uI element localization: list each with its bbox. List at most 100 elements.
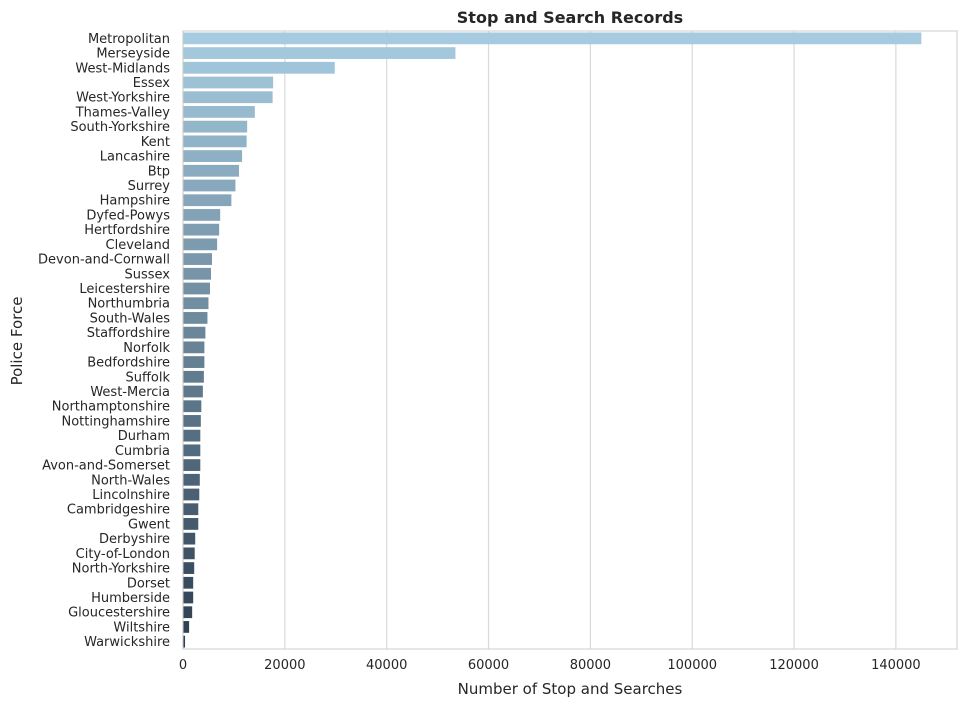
- x-tick-label: 80000: [570, 658, 611, 673]
- bar: [183, 591, 194, 604]
- bar: [183, 562, 195, 574]
- y-tick-label: Warwickshire: [84, 635, 170, 650]
- chart-title: Stop and Search Records: [457, 8, 683, 27]
- bar: [183, 473, 200, 486]
- y-tick-label: Dyfed-Powys: [86, 208, 170, 223]
- y-tick-label: West-Mercia: [90, 385, 170, 400]
- y-tick-label: Gwent: [128, 517, 170, 532]
- bar: [183, 415, 201, 427]
- bar: [183, 150, 243, 162]
- bar: [183, 91, 273, 104]
- bar: [183, 223, 220, 236]
- x-tick-label: 40000: [366, 658, 407, 673]
- bar: [183, 32, 922, 45]
- y-tick-label: Hertfordshire: [84, 223, 170, 238]
- y-tick-label: Northamptonshire: [52, 400, 170, 415]
- bar: [183, 488, 200, 501]
- bars: [183, 32, 922, 648]
- bar: [183, 341, 205, 354]
- y-tick-label: Sussex: [125, 267, 171, 282]
- y-tick-label: Bedfordshire: [87, 356, 170, 371]
- bar: [183, 76, 274, 89]
- y-tick-label: Cumbria: [115, 444, 170, 459]
- y-tick-label: West-Yorkshire: [76, 91, 170, 106]
- y-tick-label: Lincolnshire: [92, 488, 170, 503]
- bar: [183, 164, 240, 177]
- bar: [183, 267, 212, 280]
- y-tick-label: Kent: [141, 135, 170, 150]
- y-tick-label: Devon-and-Cornwall: [38, 253, 170, 268]
- y-tick-label: City-of-London: [76, 547, 170, 562]
- bar: [183, 297, 209, 310]
- y-tick-label: Dorset: [127, 576, 170, 591]
- y-tick-label: Avon-and-Somerset: [42, 459, 170, 474]
- y-tick-label: Lancashire: [100, 150, 170, 165]
- x-tick-label: 140000: [871, 658, 921, 673]
- y-tick-label: Staffordshire: [87, 326, 170, 341]
- bar: [183, 253, 213, 265]
- bar: [183, 444, 201, 457]
- bar: [183, 282, 210, 295]
- y-tick-label: West-Midlands: [75, 61, 170, 76]
- y-tick-label: Leicestershire: [79, 282, 170, 297]
- y-axis-label: Police Force: [8, 297, 26, 386]
- bar: [183, 194, 232, 207]
- y-tick-label: Cambridgeshire: [67, 503, 170, 518]
- bar: [183, 179, 236, 192]
- y-tick-label: Suffolk: [125, 370, 170, 385]
- bar: [183, 326, 206, 339]
- y-tick-label: Gloucestershire: [68, 606, 170, 621]
- x-tick-label: 60000: [468, 658, 509, 673]
- bar: [183, 459, 201, 471]
- x-tick-labels: 0 20000 40000 60000 80000 100000 120000 140000: [179, 658, 921, 673]
- y-tick-label: Derbyshire: [99, 532, 170, 547]
- bar: [183, 356, 205, 368]
- bar: [183, 135, 247, 148]
- grid-lines: [182, 31, 897, 649]
- y-tick-label: Humberside: [91, 591, 170, 606]
- plot-frame: [182, 30, 958, 650]
- y-tick-label: Surrey: [128, 179, 171, 194]
- x-tick-label: 0: [179, 658, 187, 673]
- bar: [183, 503, 199, 516]
- x-tick-label: 100000: [667, 658, 717, 673]
- bar: [183, 576, 194, 589]
- y-tick-label: North-Yorkshire: [72, 562, 170, 577]
- y-tick-label: North-Wales: [91, 473, 170, 488]
- bar: [183, 106, 255, 118]
- bar: [183, 635, 186, 648]
- y-tick-label: South-Wales: [90, 311, 171, 326]
- y-tick-label: Durham: [118, 429, 170, 444]
- bar: [183, 518, 199, 530]
- bar: [183, 370, 204, 383]
- y-tick-label: South-Yorkshire: [70, 120, 170, 135]
- y-tick-label: Norfolk: [123, 341, 170, 356]
- bar: [183, 209, 221, 221]
- bar: [183, 429, 201, 442]
- bar: [183, 532, 196, 545]
- x-tick-label: 120000: [769, 658, 819, 673]
- y-tick-labels: MetropolitanMerseysideWest-MidlandsEssex…: [38, 32, 170, 650]
- y-tick-label: Metropolitan: [88, 32, 170, 47]
- bar: [183, 547, 195, 560]
- y-tick-label: Merseyside: [96, 47, 170, 62]
- bar: [183, 385, 203, 398]
- y-tick-label: Nottinghamshire: [61, 414, 170, 429]
- bar: [183, 400, 202, 413]
- bar: [183, 606, 193, 619]
- bar: [183, 312, 208, 324]
- y-tick-label: Hampshire: [100, 194, 170, 209]
- y-tick-label: Essex: [133, 76, 171, 91]
- y-tick-label: Btp: [148, 164, 170, 179]
- bar: [183, 621, 190, 633]
- y-tick-label: Wiltshire: [113, 620, 170, 635]
- x-axis-label: Number of Stop and Searches: [458, 680, 683, 698]
- x-tick-label: 20000: [264, 658, 305, 673]
- bar: [183, 120, 248, 133]
- y-tick-label: Cleveland: [106, 238, 170, 253]
- y-tick-label: Thames-Valley: [75, 105, 171, 120]
- bar: [183, 47, 456, 59]
- bar: [183, 61, 335, 74]
